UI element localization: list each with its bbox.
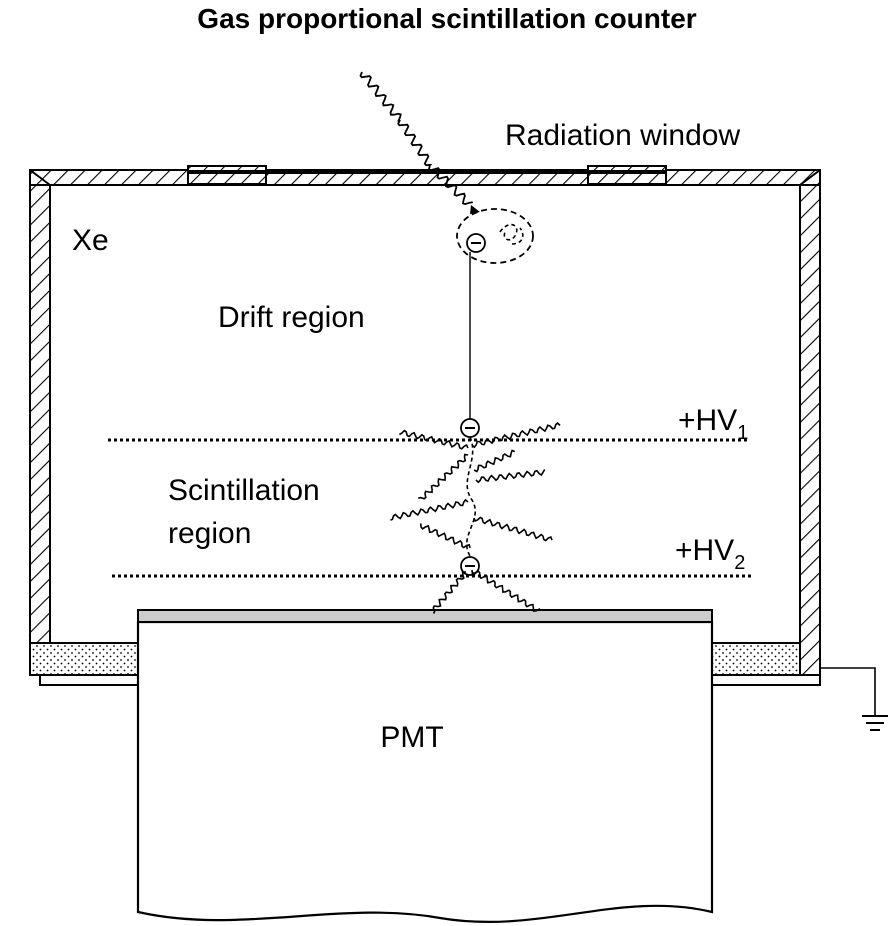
electron-at-hv1 [460,418,480,438]
scintillation-photon-ray [390,498,469,521]
pmt-body [136,609,714,924]
scintillation-photon-ray [418,453,469,500]
label-hv1: +HV1 [678,404,748,444]
pmt-window [137,609,713,623]
scintillation-photon-ray [473,516,553,542]
ground-symbol-icon [820,667,888,731]
label-scintillation-line1: Scintillation [168,474,320,507]
electron-at-hv2 [460,556,480,576]
label-hv2-main: +HV [675,534,734,567]
label-hv1-sub: 1 [737,422,748,444]
scintillation-photon-ray [471,422,561,449]
diagram-title: Gas proportional scintillation counter [197,3,696,34]
housing-left-wall [29,184,51,646]
window-flange-left [187,165,267,185]
ionization-cloud [456,208,534,264]
seal-right-base [711,674,821,686]
seal-right [711,642,801,676]
label-hv2: +HV2 [675,534,745,574]
housing-right-wall [799,184,821,676]
label-pmt: PMT [380,721,443,754]
electron-circle-icon [466,233,486,253]
scintillation-photon-ray [398,429,469,450]
electron-scintillation-path [465,436,477,557]
label-scintillation-line2: region [168,517,251,550]
window-flange-right [587,165,667,185]
scintillation-photons [390,422,561,614]
label-hv2-sub: 2 [734,552,745,574]
label-hv1-main: +HV [678,404,737,437]
seal-left [29,642,139,676]
scintillation-photon-ray [432,571,467,614]
label-drift-region: Drift region [218,301,365,334]
scintillation-photon-ray [473,449,516,473]
scintillation-photon-ray [475,469,546,484]
wavy-photon-icon [359,71,473,206]
scintillation-photon-ray [471,569,542,612]
label-gas: Xe [72,224,109,257]
seal-left-base [39,674,139,686]
label-radiation-window: Radiation window [505,119,740,152]
scintillation-photon-ray [419,523,471,549]
photon-arrowhead [470,205,480,214]
